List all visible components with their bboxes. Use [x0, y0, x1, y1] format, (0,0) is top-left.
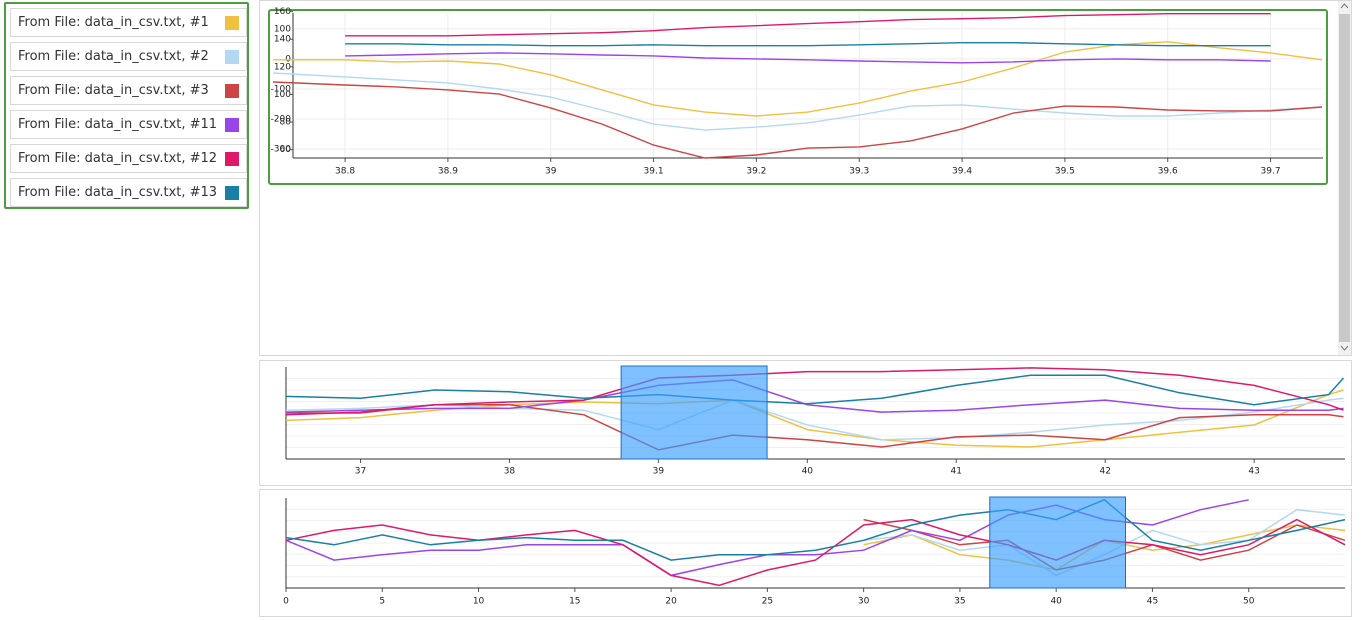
legend-swatch	[225, 186, 239, 200]
y-tick-label: 100	[274, 24, 291, 34]
x-tick-label: 39.5	[1055, 167, 1075, 177]
x-tick-label: 20	[665, 597, 677, 607]
x-tick-label: 25	[762, 597, 773, 607]
legend-label: From File: data_in_csv.txt, #13	[18, 185, 218, 200]
legend-item[interactable]: From File: data_in_csv.txt, #12	[10, 144, 247, 173]
legend-item[interactable]: From File: data_in_csv.txt, #2	[10, 42, 247, 71]
x-tick-label: 39.6	[1158, 167, 1178, 177]
y2-tick-label: 120	[274, 62, 291, 72]
legend-item[interactable]: From File: data_in_csv.txt, #11	[10, 110, 247, 139]
full-range-panel	[259, 489, 1352, 617]
x-tick-label: 40	[1050, 597, 1062, 607]
legend-item[interactable]: From File: data_in_csv.txt, #1	[10, 8, 247, 37]
series-line	[285, 389, 1344, 448]
x-tick-label: 39	[545, 167, 557, 177]
legend-label: From File: data_in_csv.txt, #11	[18, 117, 218, 132]
legend-panel: From File: data_in_csv.txt, #1 From File…	[4, 2, 249, 209]
x-tick-label: 50	[1243, 597, 1255, 607]
x-tick-label: 43	[1248, 467, 1259, 477]
x-tick-label: 40	[802, 467, 814, 477]
y2-tick-label: 100	[274, 90, 291, 100]
series-line	[285, 518, 1346, 587]
x-tick-label: 41	[951, 467, 962, 477]
x-tick-label: 39	[653, 467, 665, 477]
x-tick-label: 45	[1147, 597, 1158, 607]
legend-item[interactable]: From File: data_in_csv.txt, #3	[10, 76, 247, 105]
scroll-up[interactable]	[1340, 3, 1349, 9]
series-line	[345, 42, 1271, 47]
selection-window[interactable]	[989, 496, 1126, 589]
legend-swatch	[225, 16, 239, 30]
legend-swatch	[225, 50, 239, 64]
x-tick-label: 30	[858, 597, 870, 607]
series-line	[285, 498, 1346, 561]
x-tick-label: 39.2	[746, 167, 766, 177]
series-line	[286, 403, 1344, 451]
series-line	[273, 72, 1323, 131]
series-line	[285, 374, 1345, 406]
legend-swatch	[225, 118, 239, 132]
x-tick-label: 38	[504, 467, 516, 477]
x-tick-label: 35	[954, 597, 965, 607]
y2-tick-label: 60	[280, 145, 292, 155]
series-line	[273, 81, 1323, 159]
series-line	[273, 41, 1323, 117]
legend-swatch	[225, 152, 239, 166]
x-tick-label: 38.9	[438, 167, 458, 177]
overview-panel	[259, 360, 1352, 486]
x-tick-label: 39.3	[849, 167, 869, 177]
x-tick-label: 0	[283, 597, 289, 607]
legend-label: From File: data_in_csv.txt, #12	[18, 151, 218, 166]
selection-window[interactable]	[620, 365, 768, 460]
y2-tick-label: 160	[274, 7, 291, 17]
legend-label: From File: data_in_csv.txt, #3	[18, 83, 209, 98]
x-tick-label: 39.7	[1261, 167, 1281, 177]
x-tick-label: 42	[1099, 467, 1110, 477]
legend-item[interactable]: From File: data_in_csv.txt, #13	[10, 178, 247, 207]
y-tick-label: -200	[271, 114, 292, 124]
x-tick-label: 15	[569, 597, 580, 607]
series-line	[345, 52, 1271, 64]
series-line	[345, 13, 1271, 37]
scroll-down[interactable]	[1340, 345, 1349, 351]
x-tick-label: 39.4	[952, 167, 972, 177]
legend-label: From File: data_in_csv.txt, #2	[18, 49, 209, 64]
y-tick-label: -100	[271, 84, 292, 94]
x-tick-label: 39.1	[644, 167, 664, 177]
legend-label: From File: data_in_csv.txt, #1	[18, 15, 209, 30]
scrollbar-thumb[interactable]	[1339, 14, 1350, 342]
legend-swatch	[225, 84, 239, 98]
y2-tick-label: 140	[274, 35, 291, 45]
x-tick-label: 10	[473, 597, 485, 607]
x-tick-label: 37	[355, 467, 366, 477]
series-line	[285, 367, 1344, 416]
y-tick-label: -300	[271, 144, 292, 154]
y2-tick-label: 80	[280, 118, 292, 128]
x-tick-label: 38.8	[335, 167, 355, 177]
series-line	[285, 379, 1344, 413]
x-tick-label: 5	[379, 597, 385, 607]
main-chart-frame	[268, 9, 1328, 185]
